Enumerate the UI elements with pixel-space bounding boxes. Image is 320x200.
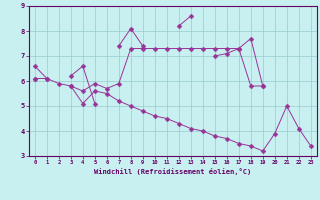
X-axis label: Windchill (Refroidissement éolien,°C): Windchill (Refroidissement éolien,°C) xyxy=(94,168,252,175)
